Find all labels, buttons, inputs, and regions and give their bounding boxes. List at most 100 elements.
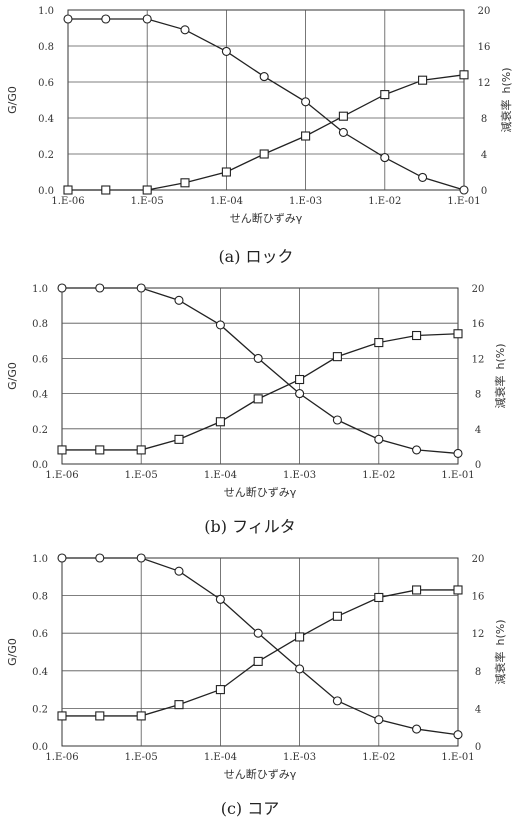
damping-point: [295, 632, 305, 642]
y-left-axis-label: G/G0: [6, 638, 19, 666]
damping-point: [174, 434, 184, 444]
x-tick-label: 1.E-02: [368, 196, 401, 207]
damping-point: [259, 149, 269, 159]
chart-panel-core: 1.E-06 1.E-05 1.E-04 1.E-03 1.E-02 1.E-01 0.0 0…: [0, 544, 516, 824]
x-tick-label: 1.E-06: [45, 752, 78, 763]
damping-point: [136, 711, 146, 721]
y-left-tick-label: 1.0: [32, 284, 48, 295]
y-right-tick-label: 20: [472, 284, 485, 295]
y-right-tick-label: 0: [475, 742, 481, 753]
damping-point: [301, 131, 311, 141]
damping-point: [221, 167, 231, 177]
x-tick-label: 1.E-01: [441, 470, 474, 481]
g-g0-point: [332, 415, 342, 425]
x-tick-label: 1.E-01: [441, 752, 474, 763]
damping-point: [459, 70, 469, 80]
g-g0-point: [332, 696, 342, 706]
y-left-axis-label: G/G0: [6, 86, 19, 114]
x-tick-label: 1.E-03: [289, 196, 322, 207]
g-g0-point: [374, 434, 384, 444]
g-g0-point: [136, 553, 146, 563]
chart-core: 1.E-06 1.E-05 1.E-04 1.E-03 1.E-02 1.E-01 0.0 0…: [6, 553, 507, 818]
y-left-tick-label: 0.6: [32, 629, 48, 640]
g-g0-point: [412, 724, 422, 734]
g-g0-point: [95, 553, 105, 563]
damping-point: [57, 711, 67, 721]
x-tick-label: 1.E-03: [283, 752, 316, 763]
y-right-tick-label: 8: [475, 667, 481, 678]
g-g0-point: [215, 320, 225, 330]
x-tick-label: 1.E-05: [131, 196, 164, 207]
y-right-tick-label: 12: [472, 629, 485, 640]
damping-point: [63, 185, 73, 195]
x-tick-label: 1.E-02: [362, 752, 395, 763]
x-tick-label: 1.E-04: [204, 752, 237, 763]
x-tick-label: 1.E-06: [45, 470, 78, 481]
y-right-tick-label: 0: [481, 186, 487, 197]
damping-point: [332, 352, 342, 362]
chart-rock: 1.E-06 1.E-05 1.E-04 1.E-03 1.E-02 1.E-01 0.0 0…: [6, 6, 513, 266]
g-g0-point: [459, 185, 469, 195]
y-right-tick-label: 12: [478, 78, 491, 89]
chart-panel-filter: 1.E-06 1.E-05 1.E-04 1.E-03 1.E-02 1.E-01 0.0 0…: [0, 272, 516, 544]
damping-point: [180, 178, 190, 188]
damping-point: [295, 374, 305, 385]
y-right-axis-label-unit: h(%): [494, 343, 507, 369]
damping-point: [374, 592, 384, 603]
y-left-tick-label: 0.8: [32, 319, 48, 330]
damping-point: [101, 185, 111, 195]
chart-panel-rock: 1.E-06 1.E-05 1.E-04 1.E-03 1.E-02 1.E-01 0.0 0…: [0, 0, 516, 272]
chart-filter: 1.E-06 1.E-05 1.E-04 1.E-03 1.E-02 1.E-01 0.0 0…: [6, 283, 507, 536]
damping-point: [95, 711, 105, 721]
y-right-tick-label: 4: [475, 704, 481, 715]
damping-point: [380, 90, 390, 100]
g-g0-point: [374, 715, 384, 725]
plot-frame: [67, 9, 465, 191]
g-g0-point: [412, 445, 422, 455]
plot-frame: [61, 557, 459, 747]
damping-point: [338, 111, 348, 121]
damping-point: [215, 417, 225, 427]
damping-point: [453, 329, 463, 339]
g-g0-point: [453, 730, 463, 740]
g-g0-point: [101, 14, 111, 24]
y-left-tick-label: 0.4: [32, 390, 48, 401]
y-left-tick-label: 1.0: [32, 554, 48, 565]
g-g0-point: [380, 153, 390, 163]
g-g0-point: [295, 389, 305, 399]
damping-point: [136, 445, 146, 455]
damping-point: [57, 445, 67, 455]
g-g0-point: [253, 628, 263, 638]
x-axis-label: せん断ひずみγ: [224, 767, 297, 781]
y-left-tick-label: 0.6: [32, 354, 48, 365]
g-g0-point: [453, 448, 463, 458]
y-right-tick-label: 12: [472, 354, 485, 365]
g-g0-point: [180, 25, 190, 35]
y-right-axis-label-name: 減衰率: [493, 376, 507, 409]
y-left-tick-label: 0.2: [38, 150, 54, 161]
g-g0-point: [174, 295, 184, 305]
y-right-tick-label: 4: [475, 425, 481, 436]
y-right-axis-label: 減衰率 h(%): [499, 67, 513, 132]
y-left-tick-label: 0.0: [32, 460, 48, 471]
damping-point: [253, 656, 263, 666]
plot-frame: [61, 287, 459, 465]
g-g0-point: [136, 283, 146, 293]
g-g0-point: [95, 283, 105, 293]
damping-point: [253, 394, 263, 404]
damping-point: [418, 75, 428, 85]
y-left-tick-label: 0.4: [32, 667, 48, 678]
damping-line: [68, 74, 465, 191]
damping-point: [215, 685, 225, 695]
y-left-axis-label: G/G0: [6, 362, 19, 390]
y-right-axis-label-unit: h(%): [500, 67, 513, 93]
damping-point: [332, 611, 342, 621]
y-left-tick-label: 0.6: [38, 78, 54, 89]
y-left-tick-label: 0.2: [32, 704, 48, 715]
g-g0-point: [215, 594, 225, 604]
g-g0-point: [418, 172, 428, 182]
g-g0-point: [57, 553, 67, 563]
damping-point: [174, 700, 184, 710]
g-g0-point: [259, 72, 269, 82]
damping-point: [453, 585, 463, 595]
